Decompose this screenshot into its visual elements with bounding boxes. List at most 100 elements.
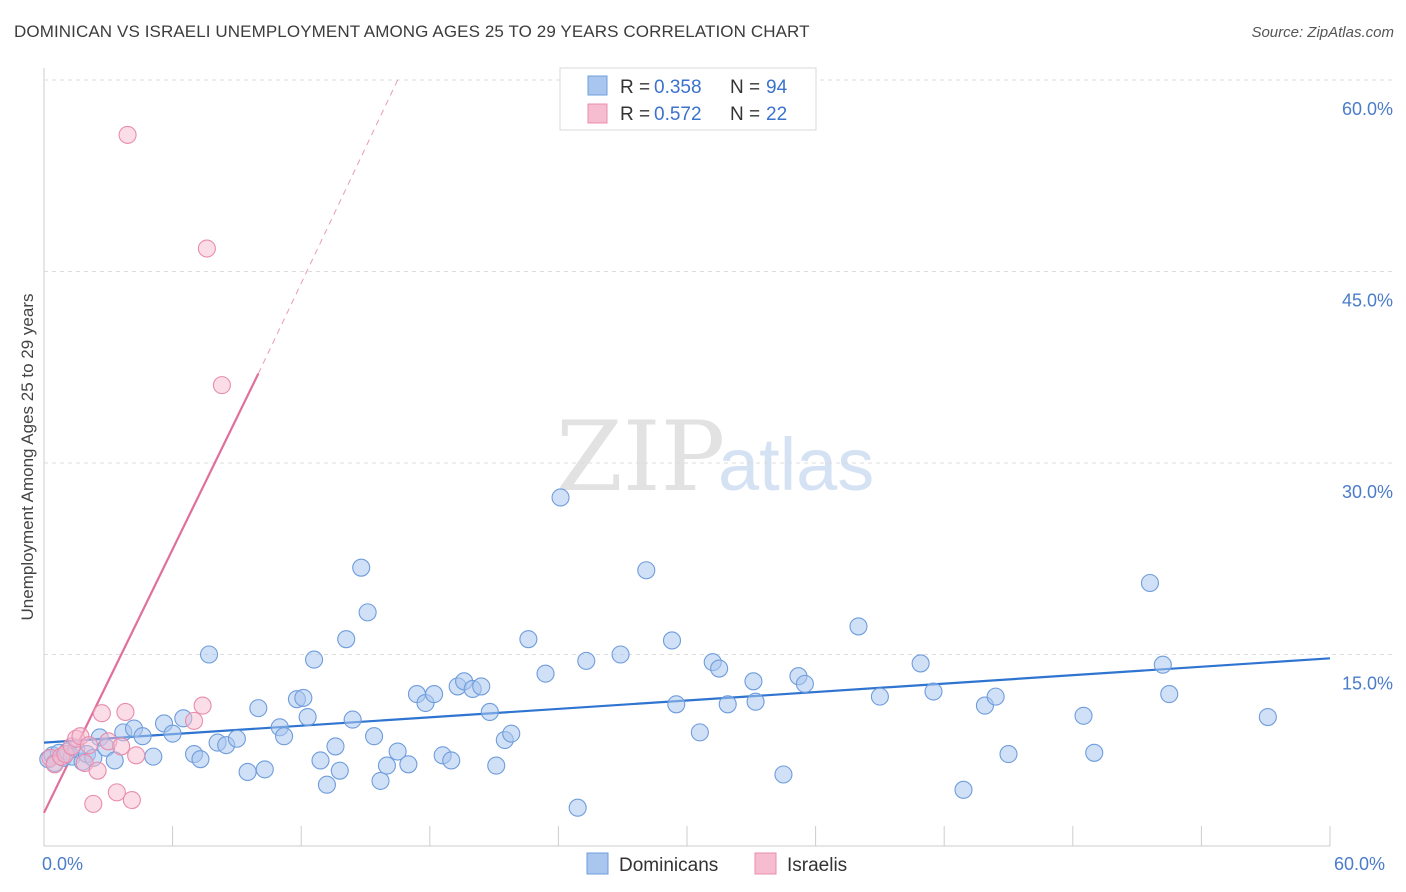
bottom-legend-label-dominicans: Dominicans: [619, 855, 718, 876]
point-israeli: [197, 239, 216, 258]
point-israeli: [184, 711, 204, 730]
point-dominican: [870, 687, 889, 706]
legend-swatch-israelis: [587, 103, 608, 124]
point-dominican: [744, 672, 763, 691]
point-israeli: [84, 794, 103, 813]
x-tick-label-max: 60.0%: [1334, 854, 1385, 874]
point-dominican: [249, 699, 268, 718]
point-dominican: [371, 771, 390, 790]
legend-n-label-israelis: N =: [730, 104, 765, 125]
point-dominican: [519, 630, 538, 649]
point-dominican: [710, 659, 729, 678]
x-axis-ticks: [43, 826, 1331, 846]
point-dominican: [352, 558, 371, 577]
trend-line-israelis-extension: [257, 79, 399, 374]
point-dominican: [343, 710, 362, 729]
legend-r-value-israelis: 0.572: [654, 104, 702, 125]
point-dominican: [337, 630, 356, 649]
point-dominican: [1140, 573, 1160, 593]
point-dominican: [358, 603, 377, 622]
point-dominican: [911, 654, 930, 673]
point-dominican: [502, 724, 521, 743]
point-israeli: [122, 790, 141, 810]
bottom-legend-label-israelis: Israelis: [787, 855, 847, 876]
point-dominican: [275, 727, 294, 746]
point-israeli: [88, 761, 107, 780]
point-dominican: [326, 737, 345, 756]
point-dominican: [388, 742, 407, 761]
point-dominican: [1258, 708, 1277, 727]
point-dominican: [442, 751, 461, 770]
scatter-points: [39, 125, 1277, 817]
point-israeli: [79, 736, 99, 755]
point-dominican: [1160, 685, 1179, 704]
point-dominican: [924, 682, 943, 701]
point-dominican: [144, 747, 163, 766]
point-dominican: [472, 677, 491, 696]
point-dominican: [611, 645, 630, 664]
point-dominican: [238, 762, 257, 782]
point-dominican: [317, 775, 336, 794]
point-dominican: [551, 488, 570, 507]
point-dominican: [690, 723, 709, 742]
point-dominican: [255, 760, 274, 779]
gridlines: [44, 79, 1392, 655]
legend-n-value-israelis: 22: [766, 104, 787, 125]
point-dominican: [227, 729, 246, 748]
point-dominican: [365, 727, 384, 746]
trend-line-dominicans: [43, 657, 1331, 744]
point-dominican: [399, 755, 418, 774]
point-dominican: [191, 750, 210, 769]
legend-n-label-dominicans: N =: [730, 77, 765, 98]
bottom-legend-swatch-israelis: [754, 852, 777, 875]
watermark-zip: ZIP: [556, 401, 725, 513]
point-dominican: [199, 645, 219, 664]
legend-swatch-dominicans: [587, 75, 608, 96]
point-dominican: [305, 650, 324, 669]
point-dominican: [298, 708, 317, 727]
legend-n-value-dominicans: 94: [766, 77, 788, 98]
chart-title: DOMINICAN VS ISRAELI UNEMPLOYMENT AMONG …: [14, 22, 810, 41]
point-israeli: [112, 737, 131, 756]
y-tick-label-15: 15.0%: [1342, 674, 1393, 694]
y-axis-tick-labels: 15.0% 30.0% 45.0% 60.0%: [1342, 99, 1393, 694]
point-israeli: [107, 783, 126, 802]
point-dominican: [662, 631, 682, 650]
y-tick-label-30: 30.0%: [1342, 482, 1393, 502]
point-dominican: [986, 687, 1005, 706]
point-dominican: [1153, 655, 1172, 674]
point-dominican: [746, 692, 765, 711]
point-israeli: [92, 704, 111, 723]
legend-r-label-dominicans: R =: [620, 77, 655, 98]
point-israeli: [116, 702, 135, 722]
point-dominican: [163, 724, 182, 743]
point-dominican: [577, 651, 596, 670]
point-dominican: [487, 756, 506, 775]
point-dominican: [1074, 706, 1093, 725]
point-dominican: [425, 685, 444, 704]
bottom-legend: Dominicans Israelis: [586, 852, 847, 876]
source-label: Source: ZipAtlas.com: [1251, 24, 1394, 41]
point-israeli: [212, 376, 231, 395]
point-dominican: [294, 688, 313, 707]
point-dominican: [536, 664, 555, 683]
point-dominican: [133, 727, 152, 746]
watermark-atlas: atlas: [718, 423, 874, 506]
y-axis-title: Unemployment Among Ages 25 to 29 years: [18, 294, 37, 621]
legend-r-value-dominicans: 0.358: [654, 77, 702, 98]
point-dominican: [849, 617, 868, 636]
point-dominican: [377, 756, 396, 775]
point-dominican: [774, 765, 793, 784]
point-israeli: [193, 696, 212, 715]
point-dominican: [480, 702, 499, 722]
y-tick-label-60: 60.0%: [1342, 99, 1393, 119]
point-dominican: [667, 695, 686, 714]
point-dominican: [568, 798, 587, 817]
point-dominican: [311, 751, 330, 770]
y-tick-label-45: 45.0%: [1342, 291, 1393, 311]
bottom-legend-swatch-dominicans: [586, 852, 609, 875]
point-dominican: [999, 745, 1018, 764]
point-dominican: [330, 761, 349, 780]
point-dominican: [954, 780, 973, 799]
